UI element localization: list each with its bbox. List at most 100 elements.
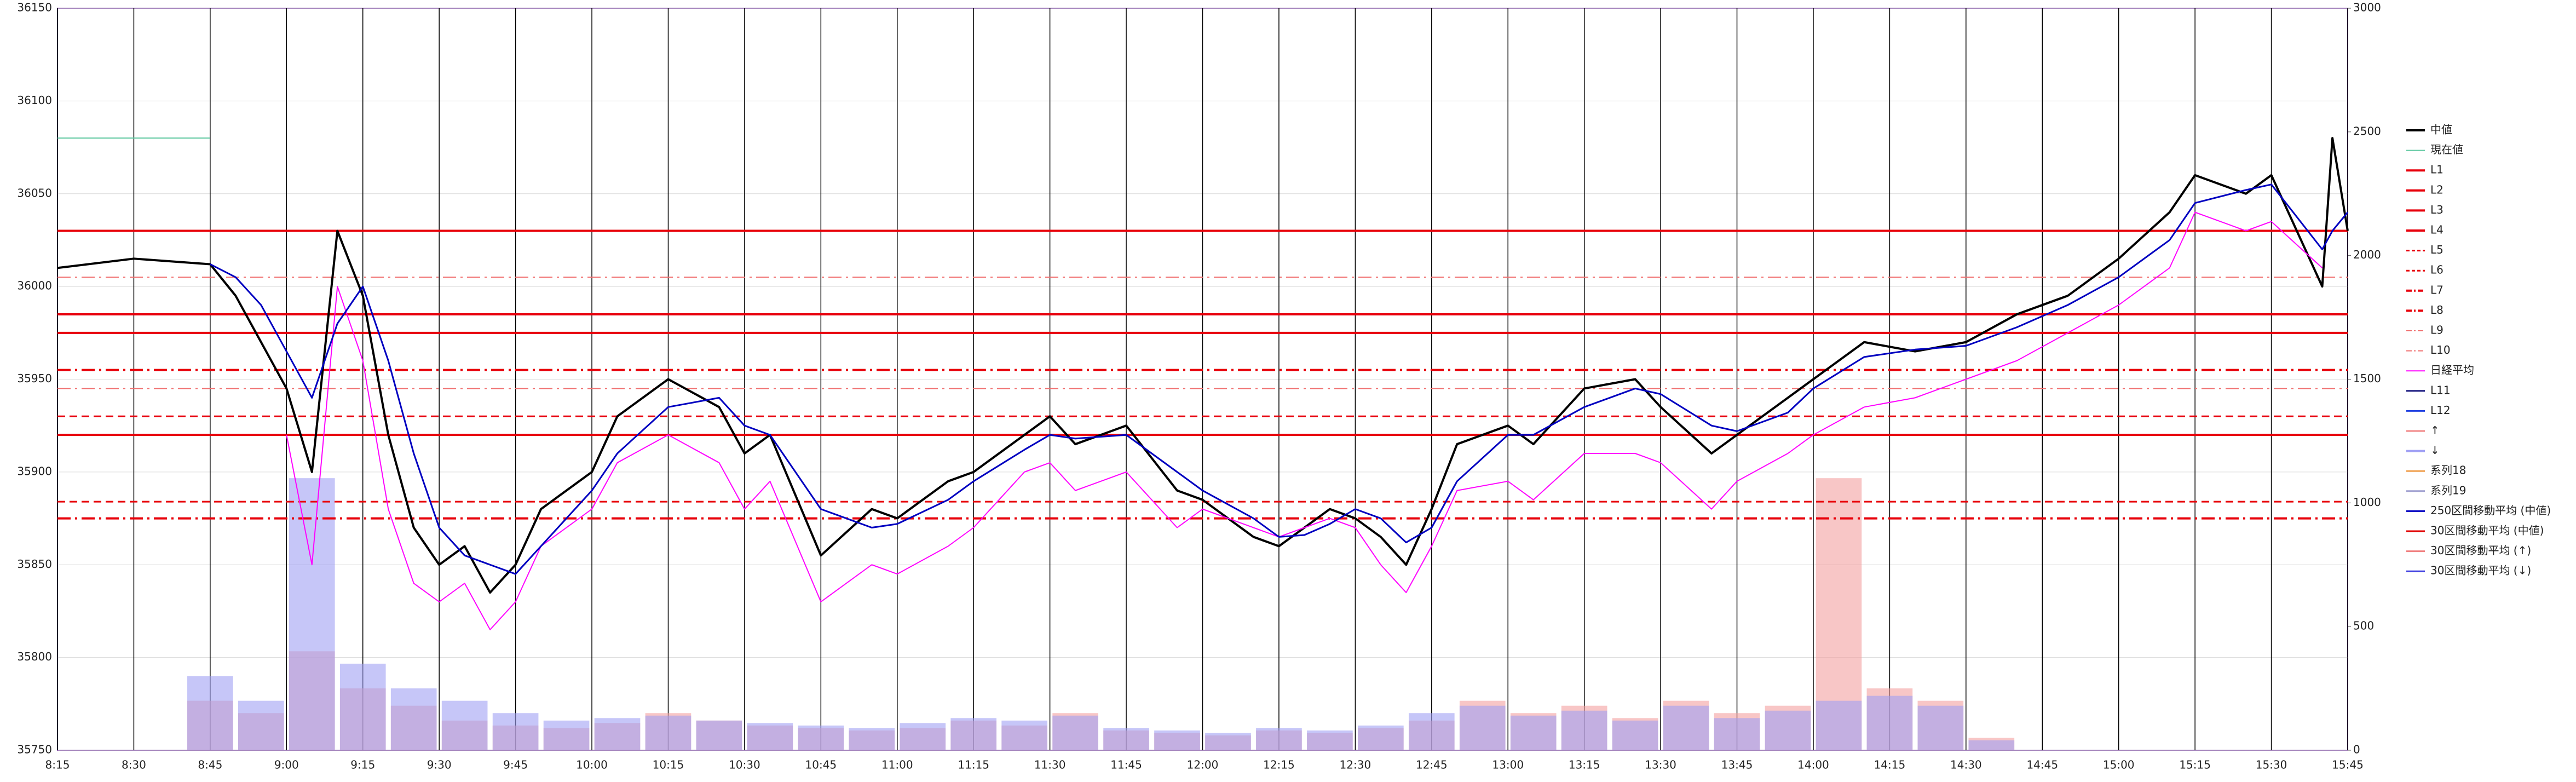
volume-bar <box>1103 728 1149 750</box>
volume-bar <box>1714 718 1760 750</box>
x-tick-label: 11:15 <box>958 758 989 772</box>
y2-tick-label: 3000 <box>2353 1 2381 14</box>
y2-tick-label: 500 <box>2353 619 2374 633</box>
volume-bar <box>1561 710 1607 750</box>
x-tick-label: 9:00 <box>274 758 299 772</box>
series-line <box>57 137 2349 594</box>
legend-label: L12 <box>2430 404 2451 417</box>
volume-bar <box>1968 740 2015 750</box>
x-tick-label: 14:30 <box>1950 758 1982 772</box>
legend-label: 30区間移動平均 (中値) <box>2430 524 2544 537</box>
y-tick-label: 35750 <box>17 743 52 756</box>
x-tick-label: 15:15 <box>2179 758 2211 772</box>
legend-label: L10 <box>2430 343 2451 357</box>
x-tick-label: 12:30 <box>1340 758 1371 772</box>
volume-bar <box>1358 725 1404 750</box>
series-line <box>286 211 2323 630</box>
y-tick-label: 36150 <box>17 1 52 14</box>
volume-bar <box>849 728 895 750</box>
volume-bar <box>543 720 590 750</box>
x-tick-label: 15:00 <box>2103 758 2135 772</box>
volume-bar <box>1917 705 1964 750</box>
volume-bar <box>950 718 997 750</box>
legend-label: L7 <box>2430 283 2444 296</box>
x-tick-label: 14:00 <box>1797 758 1829 772</box>
legend-label: L11 <box>2430 383 2451 396</box>
y-tick-label: 35800 <box>17 650 52 663</box>
x-tick-label: 13:15 <box>1569 758 1600 772</box>
x-tick-label: 13:00 <box>1492 758 1524 772</box>
volume-bar <box>492 713 539 750</box>
y2-tick-label: 1000 <box>2353 496 2381 509</box>
volume-bar <box>1663 705 1709 750</box>
volume-bar <box>798 725 844 750</box>
legend-label: 現在値 <box>2430 143 2463 156</box>
series-line <box>210 183 2349 575</box>
legend-swatch <box>2406 450 2425 452</box>
legend-label: 30区間移動平均 (↑) <box>2430 544 2531 557</box>
volume-bar <box>900 723 946 750</box>
volume-bar <box>289 478 335 750</box>
volume-bar <box>187 676 233 750</box>
x-tick-label: 10:00 <box>576 758 608 772</box>
y-tick-label: 35900 <box>17 464 52 478</box>
legend-label: L2 <box>2430 183 2444 196</box>
volume-bar <box>390 688 437 750</box>
legend-label: 250区間移動平均 (中値) <box>2430 504 2551 517</box>
volume-bar <box>339 663 386 750</box>
x-tick-label: 11:30 <box>1034 758 1066 772</box>
x-tick-label: 9:45 <box>503 758 528 772</box>
legend-label: L1 <box>2430 163 2444 176</box>
volume-bar <box>1001 720 1047 750</box>
x-tick-label: 14:15 <box>1874 758 1906 772</box>
legend-label: 系列19 <box>2430 484 2466 497</box>
legend-label: ↑ <box>2430 424 2440 437</box>
legend-label: L9 <box>2430 324 2444 337</box>
x-tick-label: 10:30 <box>729 758 760 772</box>
x-tick-label: 13:45 <box>1721 758 1753 772</box>
y2-tick-label: 2000 <box>2353 248 2381 261</box>
x-tick-label: 10:45 <box>805 758 837 772</box>
volume-bar <box>645 715 691 750</box>
x-tick-label: 8:45 <box>198 758 222 772</box>
legend-label: 日経平均 <box>2430 364 2474 377</box>
volume-bar <box>1459 705 1506 750</box>
y-tick-label: 36000 <box>17 279 52 292</box>
x-tick-label: 12:15 <box>1263 758 1295 772</box>
legend-label: L8 <box>2430 303 2444 317</box>
x-tick-label: 11:00 <box>881 758 913 772</box>
legend-label: L4 <box>2430 223 2444 237</box>
legend-label: 系列18 <box>2430 464 2466 477</box>
volume-bar <box>1154 730 1200 750</box>
volume-bar <box>747 723 793 750</box>
volume-bar <box>594 718 641 750</box>
y-tick-label: 35950 <box>17 372 52 385</box>
volume-bar <box>1866 695 1913 750</box>
y-tick-label: 35850 <box>17 557 52 571</box>
x-tick-label: 12:00 <box>1187 758 1219 772</box>
legend-label: L5 <box>2430 243 2444 256</box>
x-tick-label: 15:30 <box>2256 758 2287 772</box>
volume-bar <box>696 720 742 750</box>
legend-label: L6 <box>2430 263 2444 277</box>
legend-label: ↓ <box>2430 444 2440 457</box>
x-tick-label: 10:15 <box>653 758 684 772</box>
x-tick-label: 14:45 <box>2026 758 2058 772</box>
volume-bar <box>1256 728 1302 750</box>
volume-bar <box>1307 730 1353 750</box>
legend-label: L3 <box>2430 203 2444 216</box>
legend-swatch <box>2406 430 2425 432</box>
y2-tick-label: 1500 <box>2353 372 2381 385</box>
x-tick-label: 13:30 <box>1645 758 1676 772</box>
x-tick-label: 8:30 <box>122 758 146 772</box>
legend-label: 中値 <box>2430 123 2452 136</box>
x-tick-label: 15:45 <box>2332 758 2364 772</box>
y-tick-label: 36050 <box>17 186 52 199</box>
legend-label: 30区間移動平均 (↓) <box>2430 564 2531 577</box>
volume-bar <box>1816 700 1862 750</box>
y2-tick-label: 0 <box>2353 743 2360 756</box>
volume-bar <box>441 700 488 750</box>
volume-bar <box>1612 720 1658 750</box>
volume-bar <box>1408 713 1455 750</box>
